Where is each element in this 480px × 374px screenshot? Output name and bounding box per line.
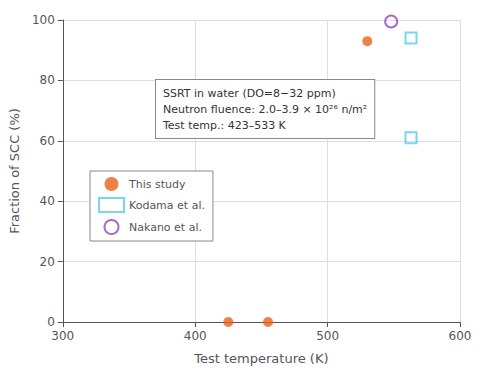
svg-text:This study: This study — [128, 178, 186, 191]
svg-text:300: 300 — [51, 329, 74, 343]
svg-text:20: 20 — [40, 255, 55, 269]
svg-text:Test temperature (K): Test temperature (K) — [193, 351, 328, 366]
svg-text:Kodama et al.: Kodama et al. — [129, 199, 205, 212]
svg-text:500: 500 — [316, 329, 339, 343]
svg-text:0: 0 — [47, 315, 55, 329]
svg-text:Nakano et al.: Nakano et al. — [129, 221, 202, 234]
svg-text:40: 40 — [40, 194, 55, 208]
svg-text:Test temp.: 423–533 K: Test temp.: 423–533 K — [162, 119, 287, 132]
svg-text:100: 100 — [32, 13, 55, 27]
svg-text:80: 80 — [40, 73, 55, 87]
svg-text:400: 400 — [184, 329, 207, 343]
svg-text:Neutron fluence: 2.0–3.9 × 10²: Neutron fluence: 2.0–3.9 × 10²⁶ n/m² — [163, 103, 367, 116]
svg-text:60: 60 — [40, 134, 55, 148]
svg-text:Fraction of SCC (%): Fraction of SCC (%) — [7, 108, 22, 234]
svg-text:600: 600 — [449, 329, 472, 343]
svg-text:SSRT in water (DO=8−32 ppm): SSRT in water (DO=8−32 ppm) — [163, 87, 336, 100]
